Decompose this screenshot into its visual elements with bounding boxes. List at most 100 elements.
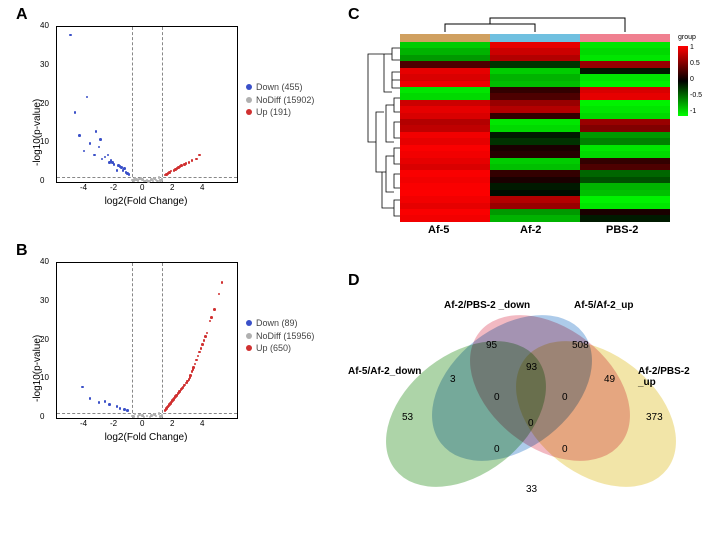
venn-diagram: Af-5/Af-2_down Af-2/PBS-2 _down Af-5/Af-… xyxy=(348,292,708,542)
volcano-a-xlabel: log2(Fold Change) xyxy=(56,196,236,207)
data-point xyxy=(132,415,135,418)
volcano-b-xlabel: log2(Fold Change) xyxy=(56,432,236,443)
heatmap: Af-5 Af-2 PBS-2 group 1 0.5 0 -0.5 -1 xyxy=(348,16,708,244)
guide-vline xyxy=(132,263,133,418)
data-point xyxy=(89,142,92,145)
data-point xyxy=(218,293,221,296)
data-point xyxy=(197,355,200,358)
heatmap-grid xyxy=(400,42,670,222)
y-tick: 20 xyxy=(40,99,49,108)
volcano-b-ylabel: -log10(p-value) xyxy=(32,335,43,402)
data-point xyxy=(164,174,167,177)
venn-count: 0 xyxy=(562,392,568,403)
data-point xyxy=(201,343,204,346)
data-point xyxy=(120,166,123,169)
venn-count: 508 xyxy=(572,340,589,351)
legend-text: Down (89) xyxy=(256,317,298,330)
guide-vline xyxy=(162,263,163,418)
volcano-b: -log10(p-value) log2(Fold Change) Down (… xyxy=(24,252,324,452)
data-point xyxy=(159,179,162,182)
legend-dot xyxy=(246,97,252,103)
legend-text: Up (191) xyxy=(256,106,291,119)
venn-count: 95 xyxy=(486,340,497,351)
x-tick: 4 xyxy=(200,419,204,428)
legend-text: Up (650) xyxy=(256,342,291,355)
data-point xyxy=(116,169,119,172)
venn-count: 0 xyxy=(528,418,534,429)
data-point xyxy=(221,281,224,284)
heatmap-column-bar xyxy=(400,34,670,42)
data-point xyxy=(69,34,72,37)
data-point xyxy=(209,320,212,323)
x-tick: 2 xyxy=(170,419,174,428)
data-point xyxy=(189,376,192,379)
colorbar-tick: 0.5 xyxy=(690,60,700,67)
venn-count: 3 xyxy=(450,374,456,385)
guide-vline xyxy=(162,27,163,182)
data-point xyxy=(126,409,129,412)
data-point xyxy=(149,416,152,419)
data-point xyxy=(165,408,168,411)
data-point xyxy=(191,159,194,162)
colorbar-tick: -0.5 xyxy=(690,92,702,99)
legend-nodiff-b: NoDiff (15956) xyxy=(246,330,314,343)
venn-label-af2pbs2-up: Af-2/PBS-2 _up xyxy=(638,366,708,388)
data-point xyxy=(155,415,158,418)
x-tick: -2 xyxy=(110,183,117,192)
colorbar-tick: 0 xyxy=(690,76,694,83)
heatmap-colorbar xyxy=(678,46,688,116)
data-point xyxy=(169,402,172,405)
data-point xyxy=(133,178,136,181)
data-point xyxy=(107,154,110,157)
heatmap-col-af2: Af-2 xyxy=(520,224,541,236)
y-tick: 20 xyxy=(40,335,49,344)
venn-count: 93 xyxy=(526,362,537,373)
x-tick: -4 xyxy=(80,183,87,192)
volcano-a: -log10(p-value) log2(Fold Change) Down (… xyxy=(24,16,324,216)
data-point xyxy=(147,180,150,183)
guide-hline xyxy=(57,177,237,178)
volcano-a-legend: Down (455) NoDiff (15902) Up (191) xyxy=(246,81,314,119)
heatmap-cell xyxy=(400,215,490,221)
data-point xyxy=(195,359,198,362)
data-point xyxy=(89,397,92,400)
venn-count: 53 xyxy=(402,412,413,423)
data-point xyxy=(213,308,216,311)
volcano-b-legend: Down (89) NoDiff (15956) Up (650) xyxy=(246,317,314,355)
data-point xyxy=(140,177,143,180)
colorbar-tick: -1 xyxy=(690,108,696,115)
venn-count: 373 xyxy=(646,412,663,423)
data-point xyxy=(152,180,155,183)
colorbar-tick: 1 xyxy=(690,44,694,51)
guide-vline xyxy=(132,27,133,182)
legend-dot xyxy=(246,84,252,90)
data-point xyxy=(104,400,107,403)
legend-text: NoDiff (15956) xyxy=(256,330,314,343)
data-point xyxy=(83,150,86,153)
venn-label-af2pbs2-down: Af-2/PBS-2 _down xyxy=(444,300,530,311)
data-point xyxy=(175,394,178,397)
data-point xyxy=(198,351,201,354)
venn-count: 0 xyxy=(494,392,500,403)
y-tick: 10 xyxy=(40,373,49,382)
guide-hline xyxy=(57,413,237,414)
legend-text: Down (455) xyxy=(256,81,303,94)
data-point xyxy=(99,138,102,141)
legend-text: NoDiff (15902) xyxy=(256,94,314,107)
data-point xyxy=(186,381,189,384)
data-point xyxy=(93,154,96,157)
data-point xyxy=(86,96,89,99)
data-point xyxy=(203,339,206,342)
volcano-a-ylabel: -log10(p-value) xyxy=(32,99,43,166)
legend-dot xyxy=(246,109,252,115)
data-point xyxy=(74,111,77,114)
y-tick: 40 xyxy=(40,257,49,266)
colbar-pbs2 xyxy=(580,34,670,42)
data-point xyxy=(198,154,201,157)
x-tick: -2 xyxy=(110,419,117,428)
x-tick: 2 xyxy=(170,183,174,192)
data-point xyxy=(172,398,175,401)
heatmap-row xyxy=(400,215,670,221)
data-point xyxy=(119,407,122,410)
panel-d-label: D xyxy=(348,272,360,290)
